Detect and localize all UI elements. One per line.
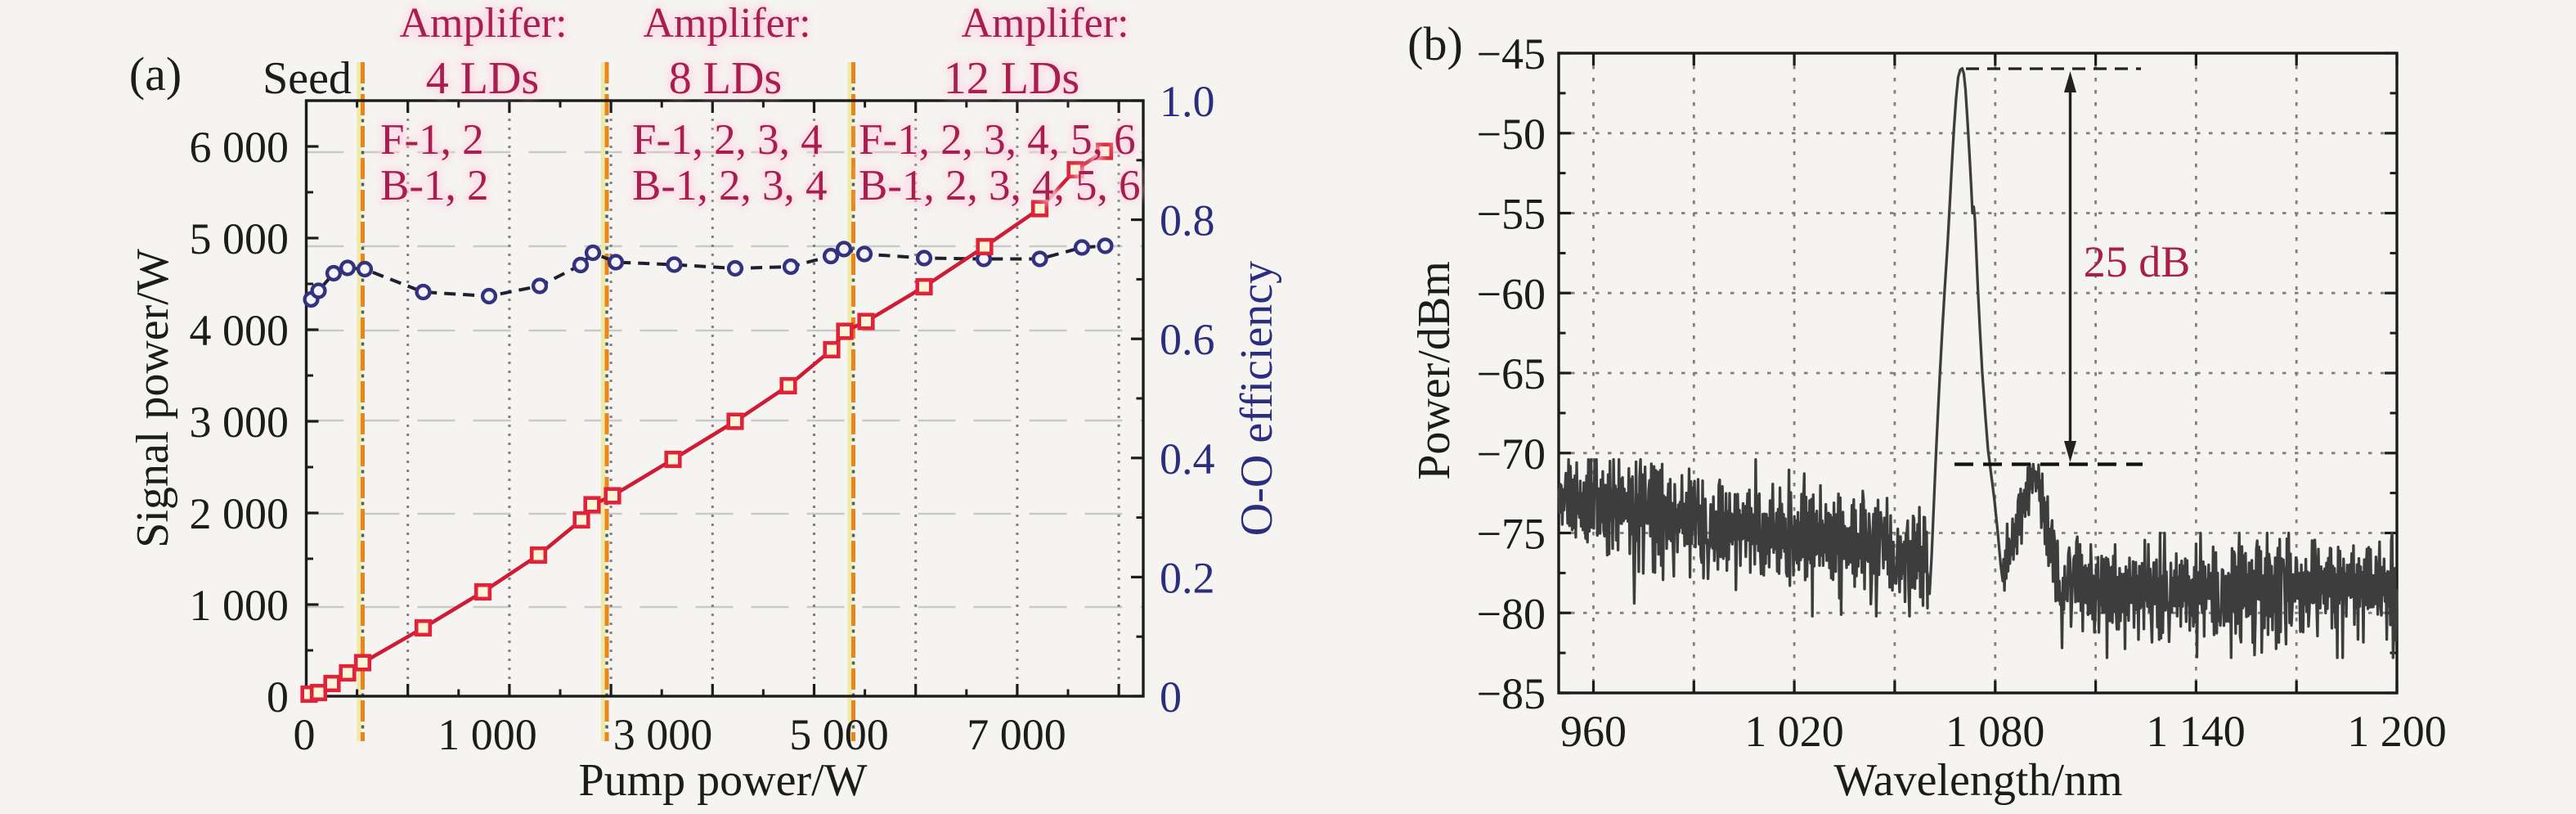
svg-text:B-1, 2, 3, 4, 5, 6: B-1, 2, 3, 4, 5, 6 <box>859 162 1141 209</box>
svg-text:Seed: Seed <box>263 53 352 104</box>
svg-text:8 LDs: 8 LDs <box>669 53 782 104</box>
svg-text:Amplifer:: Amplifer: <box>961 0 1129 47</box>
svg-text:1 200: 1 200 <box>2347 707 2447 756</box>
svg-text:O-O efficiency: O-O efficiency <box>1232 261 1282 536</box>
svg-text:3 000: 3 000 <box>613 710 713 759</box>
svg-text:1 140: 1 140 <box>2146 707 2246 756</box>
svg-text:−55: −55 <box>1477 190 1546 239</box>
svg-text:F-1, 2, 3, 4: F-1, 2, 3, 4 <box>632 116 823 164</box>
svg-text:−50: −50 <box>1477 110 1546 159</box>
svg-text:1.0: 1.0 <box>1160 77 1215 126</box>
svg-text:−75: −75 <box>1477 510 1546 559</box>
svg-text:6 000: 6 000 <box>190 123 289 172</box>
svg-text:0: 0 <box>1160 672 1182 722</box>
svg-text:F-1, 2, 3, 4: F-1, 2, 3, 4 <box>632 116 823 164</box>
svg-text:3 000: 3 000 <box>190 398 289 447</box>
svg-text:Amplifer:: Amplifer: <box>643 0 810 47</box>
svg-text:4 LDs: 4 LDs <box>426 53 539 104</box>
svg-text:Signal power/W: Signal power/W <box>128 249 178 548</box>
svg-text:B-1, 2, 3, 4, 5, 6: B-1, 2, 3, 4, 5, 6 <box>859 162 1141 209</box>
svg-text:4 000: 4 000 <box>190 306 289 355</box>
svg-text:12 LDs: 12 LDs <box>944 53 1079 104</box>
svg-text:Power/dBm: Power/dBm <box>1409 261 1460 480</box>
svg-text:F-1, 2: F-1, 2 <box>380 116 484 164</box>
svg-text:B-1, 2, 3, 4: B-1, 2, 3, 4 <box>632 162 828 209</box>
svg-text:2 000: 2 000 <box>190 489 289 538</box>
svg-text:F-1, 2, 3, 4, 5, 6: F-1, 2, 3, 4, 5, 6 <box>859 116 1136 164</box>
svg-text:1 000: 1 000 <box>438 710 537 759</box>
svg-text:F-1, 2, 3, 4, 5, 6: F-1, 2, 3, 4, 5, 6 <box>859 116 1136 164</box>
svg-text:B-1, 2, 3, 4: B-1, 2, 3, 4 <box>632 162 828 209</box>
svg-text:Wavelength/nm: Wavelength/nm <box>1833 755 2122 806</box>
svg-text:5 000: 5 000 <box>789 710 889 759</box>
svg-text:F-1, 2: F-1, 2 <box>380 116 484 164</box>
svg-text:5 000: 5 000 <box>190 214 289 263</box>
svg-text:Amplifer:: Amplifer: <box>961 0 1129 47</box>
svg-text:960: 960 <box>1560 707 1627 756</box>
svg-text:−60: −60 <box>1477 269 1546 318</box>
svg-text:−65: −65 <box>1477 349 1546 398</box>
svg-text:0: 0 <box>294 710 316 759</box>
svg-text:−80: −80 <box>1477 589 1546 638</box>
svg-text:25 dB: 25 dB <box>2084 237 2191 286</box>
svg-text:0.8: 0.8 <box>1160 196 1215 245</box>
svg-text:Amplifer:: Amplifer: <box>643 0 810 47</box>
svg-text:−85: −85 <box>1477 669 1546 718</box>
svg-text:B-1, 2: B-1, 2 <box>380 162 489 209</box>
svg-text:(b): (b) <box>1407 17 1463 70</box>
svg-text:(a): (a) <box>129 47 182 101</box>
svg-text:−45: −45 <box>1477 29 1546 79</box>
svg-text:0.6: 0.6 <box>1160 315 1215 364</box>
svg-text:8 LDs: 8 LDs <box>669 53 782 104</box>
svg-text:−70: −70 <box>1477 429 1546 479</box>
svg-text:Amplifer:: Amplifer: <box>399 0 567 47</box>
svg-text:0.4: 0.4 <box>1160 434 1215 483</box>
svg-text:Amplifer:: Amplifer: <box>399 0 567 47</box>
svg-text:B-1, 2: B-1, 2 <box>380 162 489 209</box>
svg-text:1 020: 1 020 <box>1744 707 1844 756</box>
svg-text:12 LDs: 12 LDs <box>944 53 1079 104</box>
svg-text:Pump power/W: Pump power/W <box>578 755 867 806</box>
svg-text:1 080: 1 080 <box>1945 707 2045 756</box>
svg-text:7 000: 7 000 <box>967 710 1066 759</box>
svg-text:1 000: 1 000 <box>190 581 289 630</box>
svg-text:4 LDs: 4 LDs <box>426 53 539 104</box>
svg-text:0: 0 <box>267 672 289 722</box>
svg-text:0.2: 0.2 <box>1160 553 1215 602</box>
